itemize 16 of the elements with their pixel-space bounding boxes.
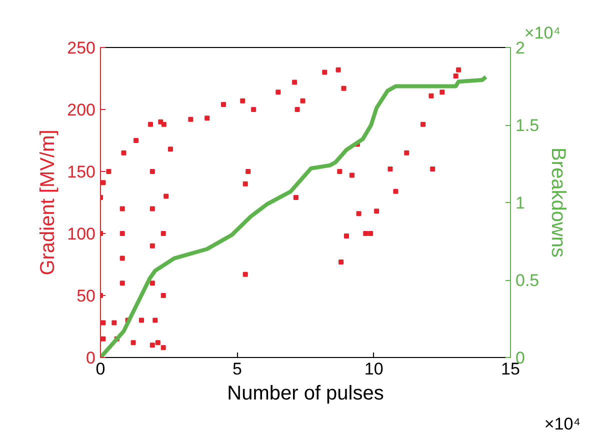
y2-tick-label: 1.5 (516, 116, 540, 135)
text: ×10⁴ (524, 24, 561, 42)
x-tick-label: 5 (232, 360, 242, 378)
y-tick-label: 200 (67, 100, 96, 120)
text: ×10⁴ (544, 414, 581, 434)
y-tick-label: 50 (76, 286, 96, 306)
y2-axis-title: Breakdowns (547, 147, 570, 258)
y2-tick-label: 1 (516, 194, 525, 212)
y-tick-label: 150 (67, 162, 96, 182)
x-tick-label: 10 (364, 360, 384, 378)
x-axis-title: Number of pulses (227, 382, 384, 404)
y-axis-title: Gradient [MV/m] (37, 130, 60, 276)
y-tick-label: 250 (67, 38, 96, 58)
y2-tick-label: 2 (516, 38, 525, 58)
y2-tick-label: 0.5 (516, 271, 540, 290)
y-tick-label: 100 (67, 224, 96, 244)
